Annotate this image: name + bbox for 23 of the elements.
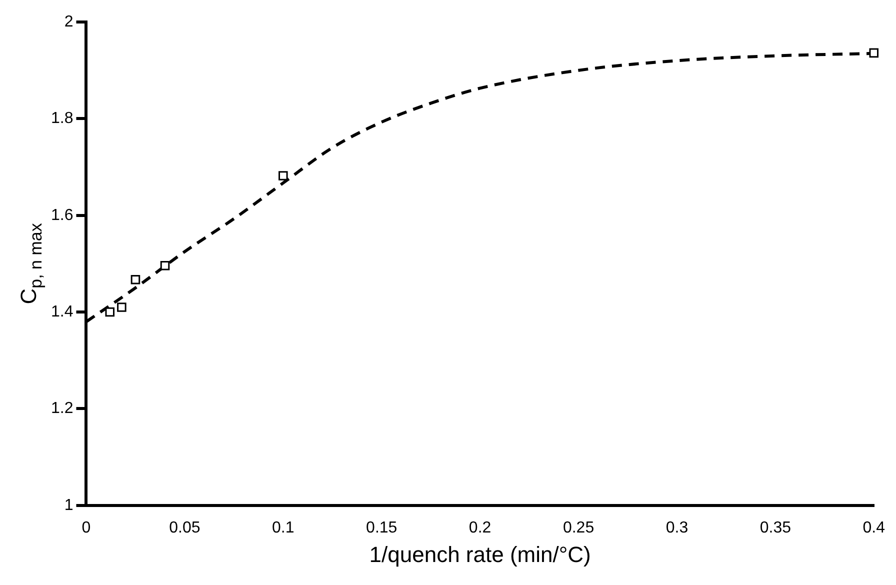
y-tick-label: 1.8 (50, 110, 74, 128)
x-tick-label: 0.1 (272, 519, 294, 536)
x-tick-label: 0.3 (666, 519, 688, 536)
point (869, 48, 879, 58)
y-tick-label: 1.4 (50, 303, 74, 320)
x-tick-label: 0.35 (760, 519, 792, 536)
y-axis-title: Cp, n max (16, 222, 46, 304)
y-tick-label: 1 (64, 496, 74, 514)
point (278, 171, 288, 180)
x-tick-label: 0.25 (562, 519, 594, 536)
x-tick-label: 0.2 (468, 519, 492, 536)
point (105, 307, 115, 317)
x-tick-label: 0.4 (862, 519, 886, 536)
x-axis-title: 1/quench rate (min/°C) (369, 542, 591, 567)
point (160, 260, 170, 270)
y-tick-label: 1.2 (50, 400, 74, 418)
x-tick-label: 0.05 (169, 519, 200, 536)
point (117, 302, 126, 312)
point (130, 275, 140, 284)
y-tick-label: 1.6 (50, 206, 74, 224)
y-tick-label: 2 (64, 13, 74, 30)
x-tick-label: 0.15 (366, 519, 398, 536)
x-tick-label: 0 (82, 519, 91, 536)
